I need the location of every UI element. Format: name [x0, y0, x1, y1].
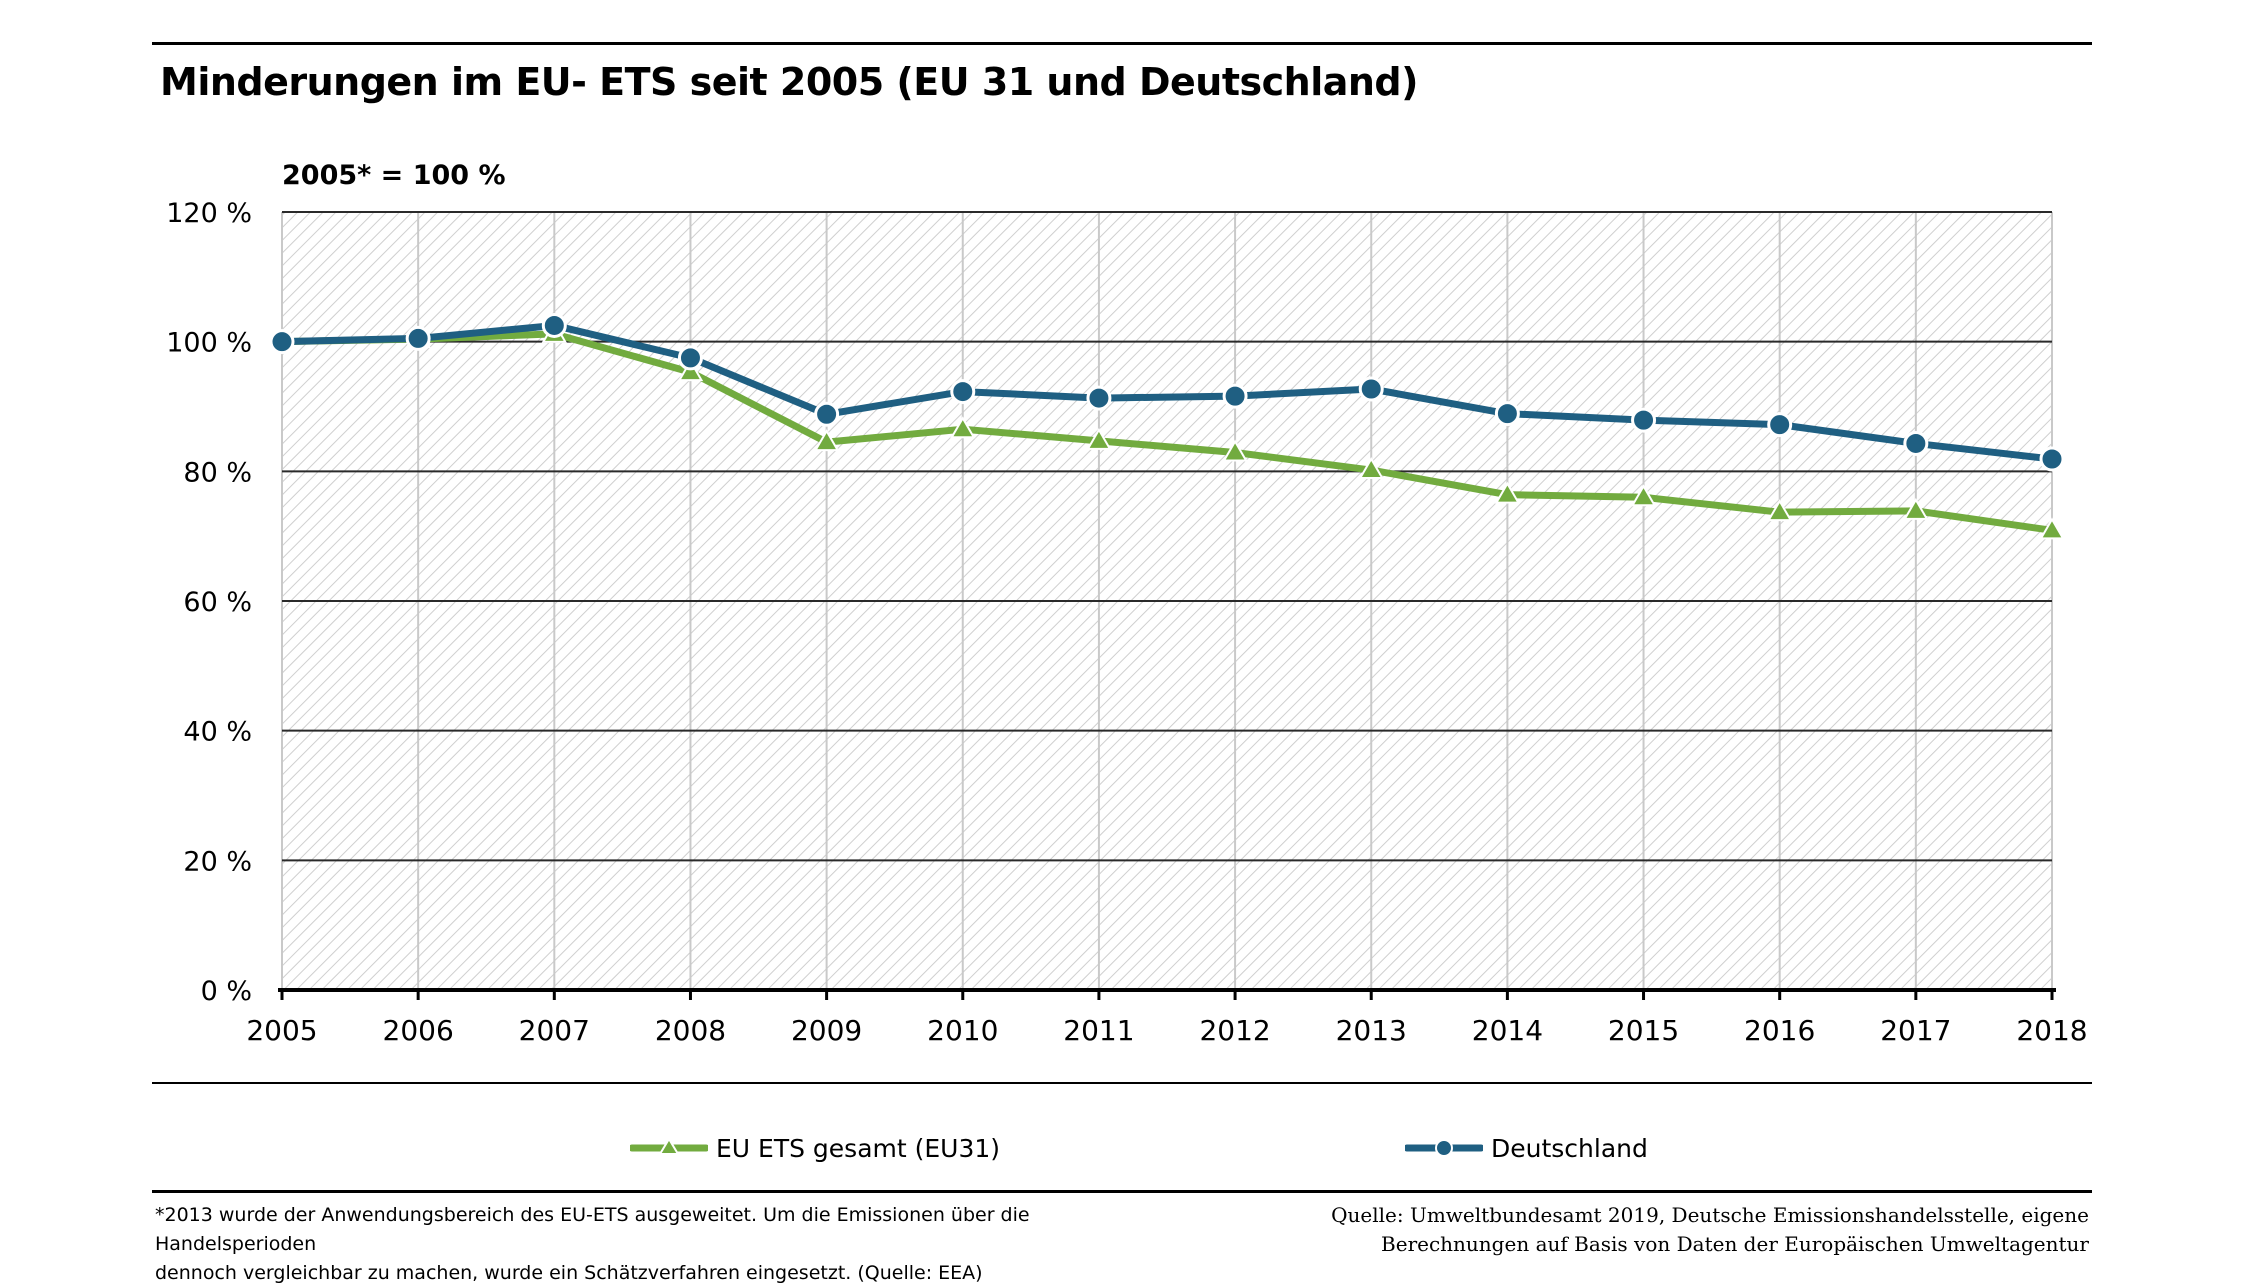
- data-point: [813, 429, 840, 452]
- data-point: [814, 401, 840, 427]
- legend-label-eu: EU ETS gesamt (EU31): [716, 1133, 1001, 1163]
- y-tick-label: 120 %: [166, 198, 252, 229]
- data-point: [1494, 481, 1521, 504]
- line-chart: 2005 2006 2007 2008 2009 2010 2011 2012 2013 2014…: [166, 198, 2088, 1047]
- data-point: [677, 359, 704, 382]
- legend-label-de: Deutschland: [1491, 1133, 1648, 1163]
- data-point: [1767, 412, 1793, 438]
- data-point: [950, 416, 976, 439]
- y-axis: 0 % 20 % 40 % 60 % 80 % 100 % 120 %: [166, 198, 252, 1007]
- x-tick-label: 2005: [246, 1014, 317, 1047]
- y-tick-label: 20 %: [183, 846, 252, 877]
- data-point: [1222, 383, 1248, 409]
- data-point: [1086, 427, 1112, 450]
- data-point: [2039, 517, 2065, 540]
- chart-title: Minderungen im EU- ETS seit 2005 (EU 31 …: [160, 60, 1419, 104]
- legend-item-de: Deutschland: [1405, 1128, 1648, 1168]
- source-line: Berechnungen auf Basis von Daten der Eur…: [1381, 1232, 2089, 1256]
- legend-swatch-de: [1405, 1139, 1483, 1157]
- bottom-rule: [152, 1190, 2092, 1193]
- data-point: [1358, 457, 1384, 480]
- series-deutschland: [269, 312, 2065, 472]
- x-tick-label: 2011: [1063, 1014, 1134, 1047]
- x-tick-label: 2006: [383, 1014, 454, 1047]
- base-note: 2005* = 100 %: [282, 160, 506, 191]
- source-note: Quelle: Umweltbundesamt 2019, Deutsche E…: [1329, 1201, 2089, 1259]
- data-point: [1766, 499, 1793, 522]
- series-line: [278, 330, 2056, 534]
- y-tick-label: 100 %: [166, 328, 252, 359]
- x-tick-label: 2017: [1880, 1014, 1951, 1047]
- legend-item-eu: EU ETS gesamt (EU31): [630, 1128, 1000, 1168]
- x-tick-label: 2012: [1199, 1014, 1270, 1047]
- footnote-line: dennoch vergleichbar zu machen, wurde ei…: [155, 1262, 983, 1284]
- x-tick-label: 2014: [1472, 1014, 1543, 1047]
- data-point: [1222, 439, 1248, 462]
- y-tick-label: 80 %: [183, 457, 252, 488]
- x-tick-label: 2009: [791, 1014, 862, 1047]
- data-point: [1494, 401, 1520, 427]
- x-tick-label: 2008: [655, 1014, 726, 1047]
- x-tick-label: 2013: [1336, 1014, 1407, 1047]
- y-tick-label: 60 %: [183, 587, 252, 618]
- x-tick-label: 2010: [927, 1014, 998, 1047]
- data-point: [1903, 430, 1929, 456]
- footnote: *2013 wurde der Anwendungsbereich des EU…: [155, 1201, 1185, 1288]
- mid-rule: [152, 1082, 2092, 1084]
- x-tick-label: 2018: [2016, 1014, 2087, 1047]
- data-point: [269, 329, 295, 355]
- y-tick-label: 40 %: [183, 717, 252, 748]
- x-tick-label: 2016: [1744, 1014, 1815, 1047]
- data-point: [405, 325, 431, 351]
- horizontal-gridlines: [282, 211, 2052, 862]
- x-tick-label: 2007: [519, 1014, 590, 1047]
- data-point: [1358, 376, 1384, 402]
- series-line: [278, 321, 2056, 463]
- data-point: [677, 345, 703, 371]
- data-point: [1631, 407, 1657, 433]
- data-point: [1903, 497, 1929, 520]
- source-line: Quelle: Umweltbundesamt 2019, Deutsche E…: [1331, 1203, 2089, 1227]
- legend-swatch-eu: [630, 1137, 708, 1155]
- footnote-line: *2013 wurde der Anwendungsbereich des EU…: [155, 1204, 1030, 1255]
- data-point: [541, 312, 567, 338]
- data-point: [1086, 385, 1112, 411]
- x-tick-label: 2015: [1608, 1014, 1679, 1047]
- series-layer: [269, 312, 2065, 540]
- data-point: [950, 379, 976, 405]
- top-rule: [152, 42, 2092, 45]
- y-tick-label: 0 %: [201, 976, 252, 1007]
- data-point: [2039, 446, 2065, 472]
- data-point: [1630, 484, 1657, 507]
- x-axis: 2005 2006 2007 2008 2009 2010 2011 2012 2013 2014…: [246, 988, 2088, 1047]
